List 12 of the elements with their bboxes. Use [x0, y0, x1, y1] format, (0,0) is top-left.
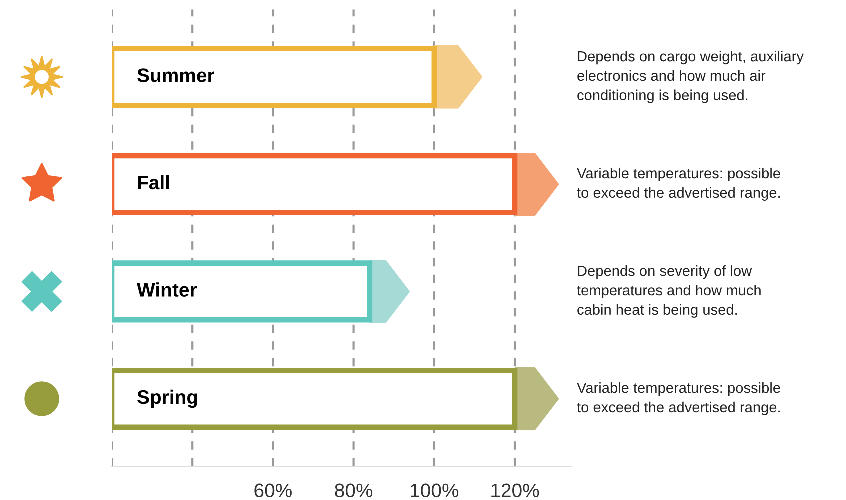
- text: Variable temperatures: possible to exceed the advertised range.: [577, 168, 780, 201]
- text: Depends on severity of low temperatures and how much cabin heat is being used.: [577, 266, 761, 318]
- x-tick-label: 100%: [411, 484, 459, 498]
- text: Depends on cargo weight, auxiliary electronics and how much air conditioning is being used.: [578, 50, 804, 104]
- x-tick-label: 80%: [335, 484, 373, 498]
- y-tick-label: Spring: [138, 390, 198, 408]
- y-tick-label: Summer: [138, 68, 215, 82]
- y-tick-label: Fall: [138, 175, 170, 190]
- y-tick-label: Winter: [137, 282, 198, 297]
- x-tick-label: 120%: [492, 484, 540, 498]
- text: Variable temperatures: possible to exceed the advertised range.: [577, 382, 780, 416]
- x-tick-label: 60%: [254, 484, 292, 498]
